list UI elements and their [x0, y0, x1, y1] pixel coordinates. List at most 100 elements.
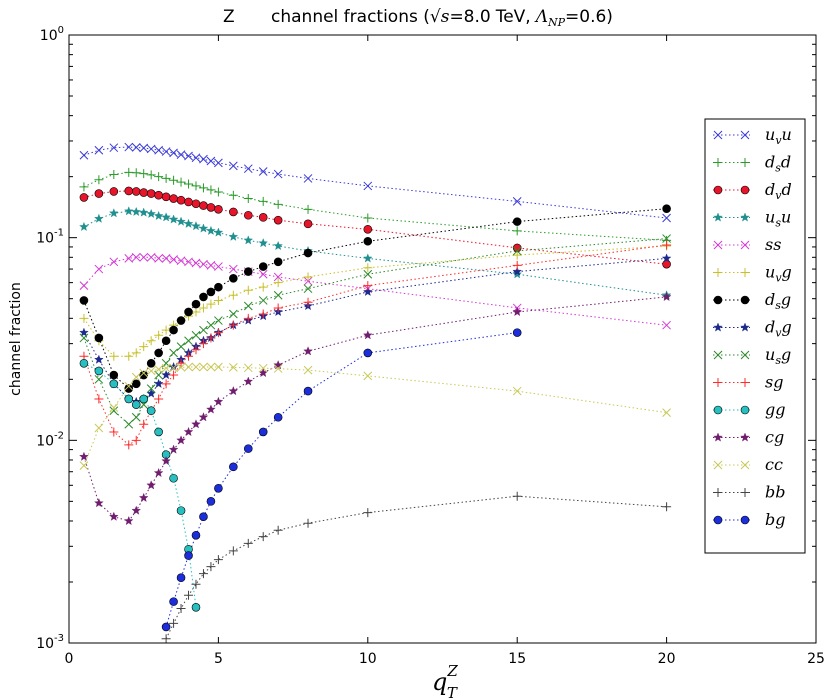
- data-point-d-s-g: [79, 296, 89, 305]
- data-point-cg: [258, 367, 269, 378]
- data-point-u-v-u: [303, 174, 313, 183]
- data-point-bb: [184, 590, 194, 600]
- data-point-d-v-g: [146, 388, 156, 398]
- series-line-u-v-u: [83, 146, 667, 219]
- data-point-u-s-g: [662, 234, 671, 243]
- data-point-d-s-g: [191, 299, 201, 309]
- data-point-u-v-u: [206, 156, 216, 166]
- legend-marker: [713, 158, 723, 167]
- legend-marker: [740, 240, 750, 250]
- data-point-cc: [363, 371, 373, 381]
- data-point-u-v-u: [146, 144, 156, 154]
- data-point-d-s-d: [161, 173, 171, 183]
- data-point-sg: [363, 281, 373, 291]
- data-point-u-s-g: [303, 284, 313, 294]
- data-point-u-v-u: [228, 161, 238, 171]
- data-point-bg: [199, 512, 208, 521]
- data-point-cg: [198, 412, 209, 422]
- data-point-u-v-g: [363, 263, 373, 273]
- data-point-bg: [273, 412, 283, 422]
- legend-label: cc: [765, 455, 783, 474]
- data-point-d-s-d: [79, 182, 89, 192]
- legend-marker: [713, 240, 723, 250]
- data-point-bg: [258, 427, 268, 437]
- data-point-ss: [169, 255, 178, 264]
- data-point-cg: [303, 346, 313, 356]
- y-tick-label: 10-1: [36, 228, 64, 247]
- series-line-cc: [83, 366, 667, 466]
- data-point-d-v-d: [206, 203, 216, 212]
- data-point-u-s-u: [94, 213, 104, 223]
- data-point-cc: [131, 372, 141, 382]
- legend-label: dvd: [765, 180, 792, 202]
- data-point-u-v-g: [191, 307, 201, 317]
- data-point-d-v-g: [661, 253, 672, 263]
- series-markers: [79, 142, 672, 643]
- data-point-u-s-u: [138, 207, 149, 217]
- y-tick-label: 10-3: [36, 633, 64, 652]
- data-point-cg: [228, 386, 239, 396]
- data-point-cg: [109, 511, 119, 521]
- data-point-ss: [109, 257, 119, 267]
- legend-marker: [740, 185, 750, 195]
- data-point-ss: [146, 252, 156, 262]
- data-point-gg: [79, 358, 89, 368]
- data-point-d-s-g: [176, 316, 186, 325]
- data-point-d-v-d: [161, 192, 171, 202]
- data-point-d-s-d: [258, 196, 268, 206]
- legend-marker: [740, 488, 750, 497]
- x-tick-label: 15: [508, 651, 526, 667]
- data-point-cc: [169, 363, 178, 373]
- data-point-d-s-g: [662, 204, 671, 213]
- data-point-u-v-g: [131, 348, 141, 358]
- data-point-sg: [139, 419, 149, 429]
- data-point-d-s-d: [169, 175, 179, 185]
- series-line-bb: [165, 495, 667, 639]
- series-line-u-s-u: [83, 210, 667, 296]
- x-tick-label: 20: [658, 651, 676, 667]
- data-point-bb: [161, 634, 171, 643]
- data-point-sg: [154, 394, 164, 404]
- data-point-ss: [94, 264, 104, 274]
- data-point-u-s-u: [206, 225, 216, 235]
- data-point-sg: [206, 333, 216, 343]
- data-point-d-s-d: [363, 213, 373, 223]
- data-point-gg: [146, 406, 156, 416]
- data-point-cc: [206, 362, 216, 372]
- data-point-cg: [94, 498, 104, 508]
- data-point-sg: [243, 313, 253, 323]
- data-point-d-s-g: [258, 262, 268, 271]
- data-point-bg: [206, 497, 216, 506]
- data-point-u-v-u: [363, 181, 373, 191]
- legend: uvu dsd dvd usu ss uvg dsg dvg usg sg gg cg cc bb bg: [704, 118, 806, 554]
- data-point-cc: [228, 363, 238, 372]
- legend-marker: [713, 295, 723, 305]
- x-axis-label-sub: T: [447, 684, 458, 699]
- data-point-u-v-u: [139, 143, 149, 153]
- data-point-d-v-d: [191, 199, 201, 209]
- data-point-u-s-g: [199, 325, 208, 335]
- data-point-d-v-d: [258, 213, 268, 222]
- data-point-d-s-g: [146, 358, 156, 368]
- data-point-d-s-d: [146, 170, 156, 180]
- legend-marker: [740, 378, 750, 387]
- data-point-d-s-d: [176, 177, 186, 187]
- data-point-u-v-u: [258, 167, 268, 176]
- data-point-ss: [258, 269, 268, 279]
- data-point-cg: [206, 404, 216, 414]
- data-point-bb: [176, 603, 186, 613]
- series-line-cg: [83, 296, 667, 522]
- data-point-sg: [131, 435, 141, 445]
- data-point-sg: [662, 240, 672, 250]
- legend-marker: [713, 488, 723, 497]
- data-point-cg: [168, 444, 179, 454]
- data-point-bb: [258, 532, 268, 542]
- chart-title-lambda: Λ: [534, 7, 548, 27]
- data-point-u-v-u: [131, 143, 141, 152]
- data-point-cg: [213, 396, 224, 406]
- data-point-u-s-g: [273, 290, 283, 300]
- data-point-gg: [131, 400, 141, 409]
- data-point-cc: [214, 362, 223, 372]
- data-point-cc: [176, 363, 186, 372]
- data-point-u-v-g: [512, 250, 522, 260]
